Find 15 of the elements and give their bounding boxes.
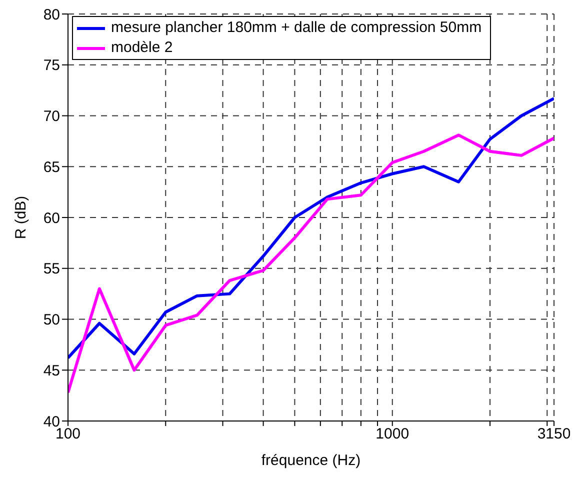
y-tick-label: 60 [43, 210, 60, 227]
y-tick-label: 80 [43, 6, 60, 24]
y-tick-label: 50 [43, 312, 60, 329]
legend-label: mesure plancher 180mm + dalle de compression 50mm [111, 18, 482, 38]
x-tick-label: 1000 [376, 426, 410, 443]
y-axis-title: R (dB) [12, 196, 30, 240]
x-axis-title: fréquence (Hz) [261, 452, 361, 469]
y-tick-label: 70 [43, 108, 60, 126]
y-tick-label: 75 [43, 57, 60, 74]
legend-label: modèle 2 [111, 38, 173, 58]
y-tick-label: 65 [43, 158, 60, 176]
x-tick-label: 100 [55, 426, 81, 443]
y-tick-label: 45 [43, 362, 60, 380]
y-tick-label: 55 [43, 260, 60, 278]
x-tick-label: 3150 [537, 426, 571, 443]
